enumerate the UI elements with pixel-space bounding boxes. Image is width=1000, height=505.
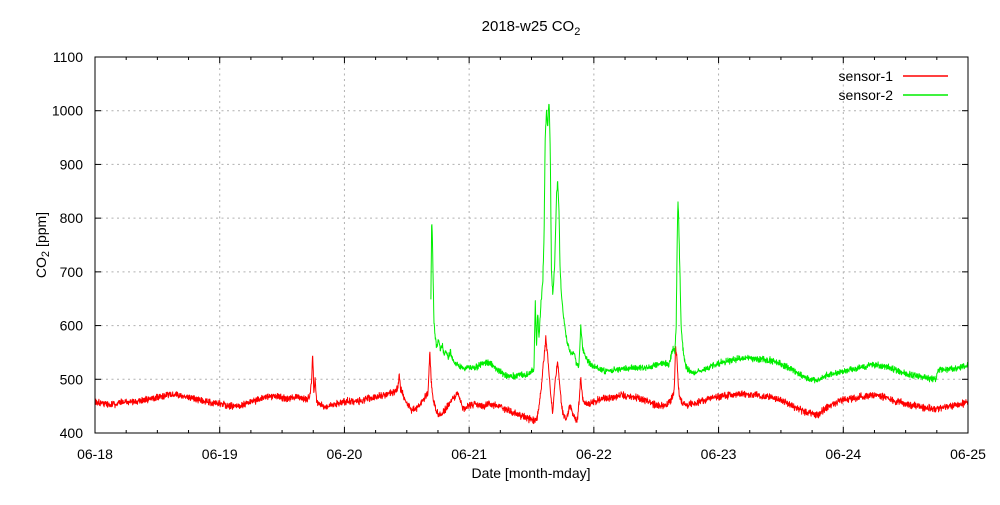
y-tick-label: 600 — [60, 318, 84, 334]
x-tick-label: 06-22 — [576, 446, 612, 462]
y-axis-label: CO2[ppm] — [33, 212, 52, 278]
x-tick-label: 06-24 — [825, 446, 861, 462]
y-tick-label: 1000 — [52, 103, 83, 119]
chart-title: 2018-w25 CO2 — [482, 18, 581, 38]
legend-label-sensor-1: sensor-1 — [839, 68, 894, 84]
legend: sensor-1 sensor-2 — [839, 68, 948, 103]
x-tick-label: 06-23 — [701, 446, 737, 462]
series-line-sensor-2 — [430, 103, 968, 384]
y-tick-label: 400 — [60, 425, 84, 441]
plot-border — [94, 56, 969, 434]
series-layer — [95, 103, 968, 425]
grid-layer — [95, 57, 968, 433]
legend-item-sensor-2: sensor-2 — [839, 87, 948, 103]
x-tick-label: 06-21 — [451, 446, 487, 462]
y-tick-label: 700 — [60, 264, 84, 280]
x-axis-label: Date [month-mday] — [471, 465, 590, 481]
x-tick-label: 06-18 — [77, 446, 113, 462]
y-tick-label: 900 — [60, 156, 84, 172]
y-tick-label: 800 — [60, 210, 84, 226]
legend-item-sensor-1: sensor-1 — [839, 68, 948, 84]
x-tick-label: 06-19 — [202, 446, 238, 462]
x-tick-label: 06-25 — [950, 446, 986, 462]
series-line-sensor-1 — [95, 335, 968, 425]
x-tick-label: 06-20 — [327, 446, 363, 462]
legend-label-sensor-2: sensor-2 — [839, 87, 894, 103]
tick-label-layer: 400 500 600 700 800 900 1000 1100 06-18 06-19 06-2… — [52, 49, 986, 462]
y-tick-label: 500 — [60, 371, 84, 387]
tick-layer — [94, 56, 969, 434]
y-tick-label: 1100 — [53, 49, 83, 65]
